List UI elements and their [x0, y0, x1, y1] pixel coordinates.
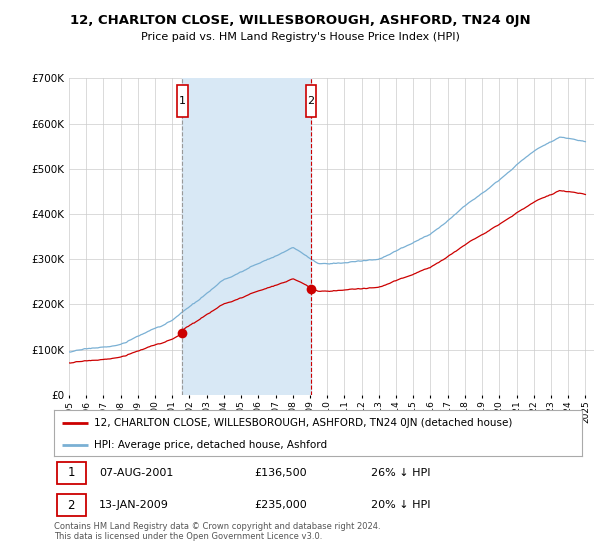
Text: 2: 2	[67, 498, 75, 512]
FancyBboxPatch shape	[56, 461, 86, 484]
Text: £136,500: £136,500	[254, 468, 307, 478]
Text: 12, CHARLTON CLOSE, WILLESBOROUGH, ASHFORD, TN24 0JN (detached house): 12, CHARLTON CLOSE, WILLESBOROUGH, ASHFO…	[94, 418, 512, 428]
FancyBboxPatch shape	[177, 85, 188, 117]
Text: 07-AUG-2001: 07-AUG-2001	[99, 468, 173, 478]
FancyBboxPatch shape	[56, 494, 86, 516]
Text: 12, CHARLTON CLOSE, WILLESBOROUGH, ASHFORD, TN24 0JN: 12, CHARLTON CLOSE, WILLESBOROUGH, ASHFO…	[70, 14, 530, 27]
Text: HPI: Average price, detached house, Ashford: HPI: Average price, detached house, Ashf…	[94, 440, 327, 450]
Text: £235,000: £235,000	[254, 500, 307, 510]
Text: 1: 1	[179, 96, 186, 106]
Text: Price paid vs. HM Land Registry's House Price Index (HPI): Price paid vs. HM Land Registry's House …	[140, 32, 460, 43]
FancyBboxPatch shape	[305, 85, 316, 117]
Text: 20% ↓ HPI: 20% ↓ HPI	[371, 500, 430, 510]
Text: 26% ↓ HPI: 26% ↓ HPI	[371, 468, 430, 478]
Text: 2: 2	[307, 96, 314, 106]
Bar	[182, 78, 311, 395]
Text: 13-JAN-2009: 13-JAN-2009	[99, 500, 169, 510]
Text: 1: 1	[67, 466, 75, 479]
Text: Contains HM Land Registry data © Crown copyright and database right 2024.
This d: Contains HM Land Registry data © Crown c…	[54, 522, 380, 542]
